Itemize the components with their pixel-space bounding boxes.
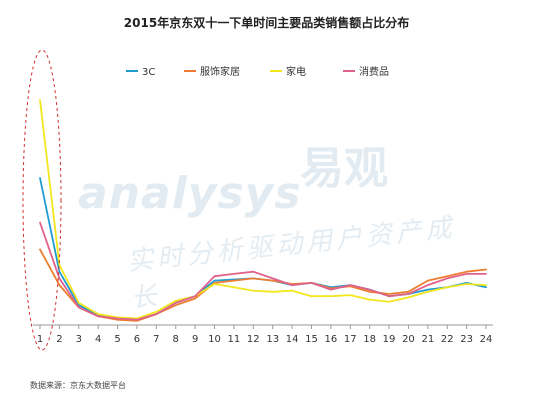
x-tick-label: 19	[383, 334, 396, 345]
x-tick-label: 1	[37, 334, 43, 345]
series-line	[39, 221, 487, 321]
x-tick-label: 16	[325, 334, 338, 345]
x-tick-label: 9	[192, 334, 198, 345]
x-tick-label: 20	[402, 334, 415, 345]
x-tick-label: 24	[480, 334, 493, 345]
x-tick-label: 6	[134, 334, 140, 345]
series-line	[39, 248, 487, 322]
x-tick-label: 5	[114, 334, 120, 345]
x-tick-label: 10	[208, 334, 221, 345]
x-tick-label: 8	[173, 334, 179, 345]
source-note: 数据来源：京东大数据平台	[30, 381, 126, 390]
x-tick-label: 3	[76, 334, 82, 345]
x-tick-label: 7	[153, 334, 159, 345]
series-line	[39, 99, 487, 320]
x-tick-label: 22	[441, 334, 454, 345]
highlight-ellipse	[22, 49, 62, 351]
x-tick-label: 21	[421, 334, 434, 345]
chart-title: 2015年京东双十一下单时间主要品类销售额占比分布	[123, 16, 410, 30]
x-tick-label: 14	[286, 334, 299, 345]
x-tick-label: 11	[228, 334, 241, 345]
x-tick-label: 17	[344, 334, 357, 345]
x-tick-label: 12	[247, 334, 260, 345]
legend-label: 家电	[286, 65, 306, 78]
legend-label: 服饰家居	[200, 65, 240, 78]
series-line	[39, 177, 487, 321]
x-tick-label: 15	[305, 334, 318, 345]
x-tick-label: 13	[266, 334, 279, 345]
legend-label: 3C	[142, 67, 155, 78]
x-tick-label: 4	[95, 334, 101, 345]
x-tick-label: 18	[363, 334, 376, 345]
x-tick-label: 2	[56, 334, 62, 345]
x-tick-label: 23	[460, 334, 473, 345]
legend-label: 消费品	[359, 65, 389, 78]
